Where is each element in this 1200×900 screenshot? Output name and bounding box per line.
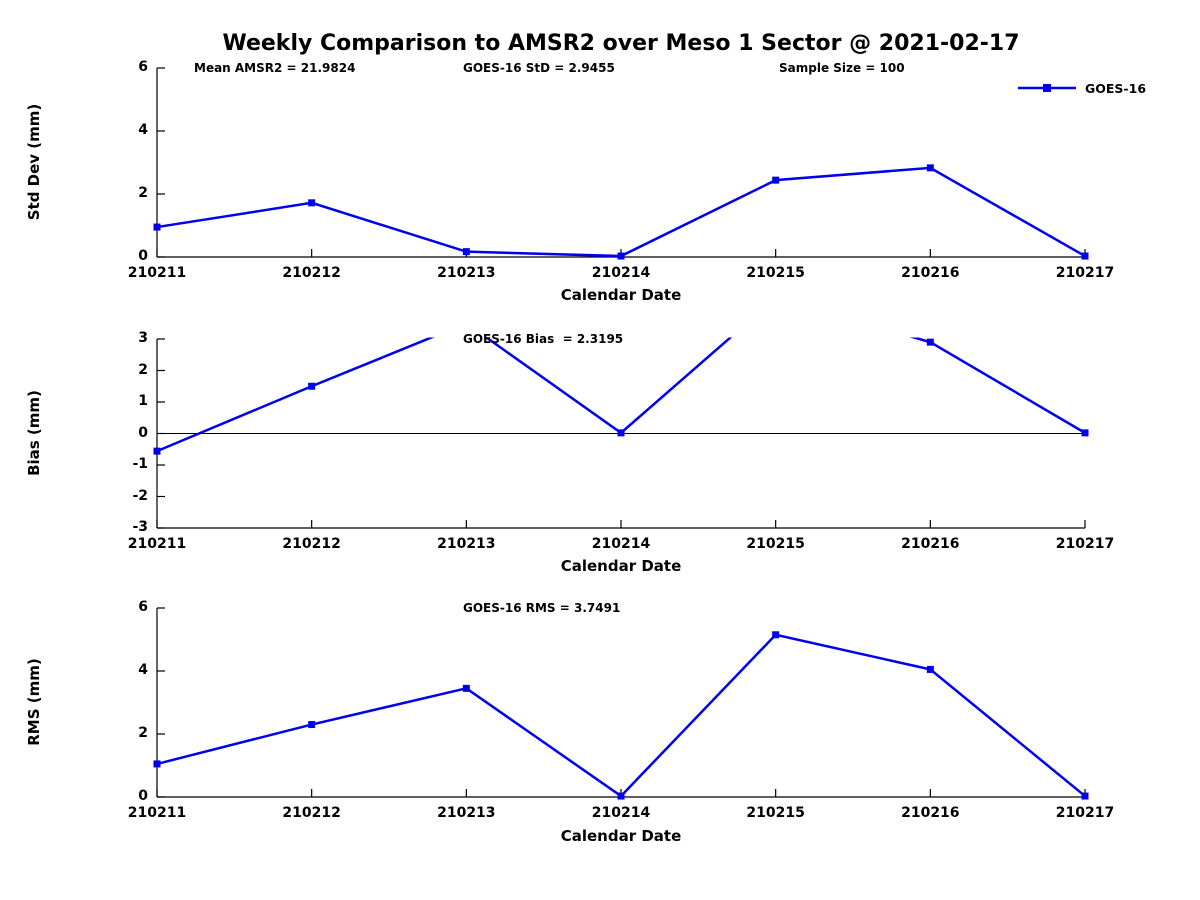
data-point-marker — [308, 199, 316, 207]
data-point-marker — [617, 252, 625, 260]
y-tick-label: 2 — [138, 725, 148, 741]
data-point-marker — [926, 164, 934, 172]
data-point-marker — [308, 382, 316, 390]
y-tick-label: 4 — [138, 122, 148, 138]
x-tick-label: 210212 — [282, 265, 341, 281]
x-tick-label: 210211 — [127, 805, 187, 821]
y-tick-label: 1 — [138, 393, 148, 409]
x-tick-label: 210212 — [282, 536, 341, 552]
figure-title: Weekly Comparison to AMSR2 over Meso 1 S… — [222, 31, 1020, 56]
x-tick-label: 210212 — [282, 805, 341, 821]
legend: GOES-16 — [1016, 79, 1146, 97]
legend-label-goes16: GOES-16 — [1085, 80, 1147, 96]
y-tick-label: -2 — [132, 487, 148, 504]
y-tick-label: 2 — [138, 185, 148, 201]
y-tick-label: 2 — [138, 361, 148, 378]
data-point-marker — [308, 721, 316, 729]
x-tick-label: 210217 — [1055, 265, 1115, 281]
y-tick-label: 0 — [138, 424, 148, 441]
x-axis-label-bias: Calendar Date — [560, 557, 682, 575]
annotation-mean-amsr2: Mean AMSR2 = 21.9824 — [194, 61, 356, 75]
x-tick-label: 210216 — [901, 536, 960, 552]
data-point-marker — [153, 447, 161, 455]
annotation-goes16-bias: GOES-16 Bias = 2.3195 — [463, 332, 624, 346]
data-point-marker — [772, 176, 780, 184]
data-point-marker — [772, 631, 780, 639]
data-point-marker — [463, 320, 470, 327]
x-tick-label: 210215 — [746, 805, 805, 821]
x-tick-label: 210216 — [901, 805, 960, 821]
y-axis-label-bias: Bias (mm) — [25, 390, 43, 476]
data-point-marker — [617, 429, 625, 437]
y-tick-label: 4 — [138, 662, 148, 678]
data-point-marker — [1081, 429, 1089, 437]
annotation-goes16-rms: GOES-16 RMS = 3.7491 — [463, 601, 621, 615]
data-point-marker — [1081, 252, 1089, 260]
x-tick-label: 210216 — [901, 265, 960, 281]
y-tick-label: 6 — [138, 599, 148, 615]
x-tick-label: 210215 — [746, 265, 805, 281]
data-point-marker — [462, 684, 470, 692]
x-tick-label: 210213 — [437, 536, 496, 552]
x-tick-label: 210214 — [591, 805, 651, 821]
y-tick-label: 0 — [138, 788, 148, 804]
data-point-marker — [153, 760, 161, 768]
y-tick-label: -1 — [132, 456, 148, 472]
x-tick-label: 210213 — [437, 265, 496, 281]
x-tick-label: 210213 — [437, 805, 496, 821]
annotation-sample-size: Sample Size = 100 — [779, 61, 905, 75]
y-tick-label: 0 — [138, 248, 148, 264]
y-tick-label: -3 — [132, 519, 148, 535]
x-tick-label: 210217 — [1055, 805, 1115, 821]
x-tick-label: 210214 — [591, 265, 651, 281]
data-line-goes-16 — [156, 337, 1086, 453]
data-point-marker — [926, 338, 934, 346]
x-axis-label-stddev: Calendar Date — [560, 286, 682, 304]
legend-line-marker-icon — [1018, 84, 1076, 92]
x-tick-label: 210214 — [591, 536, 651, 552]
y-tick-label: 6 — [138, 59, 148, 75]
x-tick-label: 210217 — [1055, 536, 1115, 552]
x-axis-label-rms: Calendar Date — [560, 827, 682, 845]
data-point-marker — [617, 792, 625, 800]
y-axis-label-rms: RMS (mm) — [25, 658, 43, 746]
y-axis-label-stddev: Std Dev (mm) — [25, 103, 43, 221]
data-line-goes-16 — [156, 633, 1086, 798]
x-tick-label: 210211 — [127, 265, 187, 281]
x-tick-label: 210215 — [746, 536, 805, 552]
data-point-marker — [153, 223, 161, 231]
x-tick-label: 210211 — [127, 536, 187, 552]
y-tick-label: 3 — [138, 330, 148, 346]
data-point-marker — [462, 248, 470, 256]
annotation-goes16-std: GOES-16 StD = 2.9455 — [463, 61, 615, 75]
data-point-marker — [926, 665, 934, 673]
data-line-goes-16 — [156, 166, 1086, 258]
data-point-marker — [1081, 792, 1089, 800]
